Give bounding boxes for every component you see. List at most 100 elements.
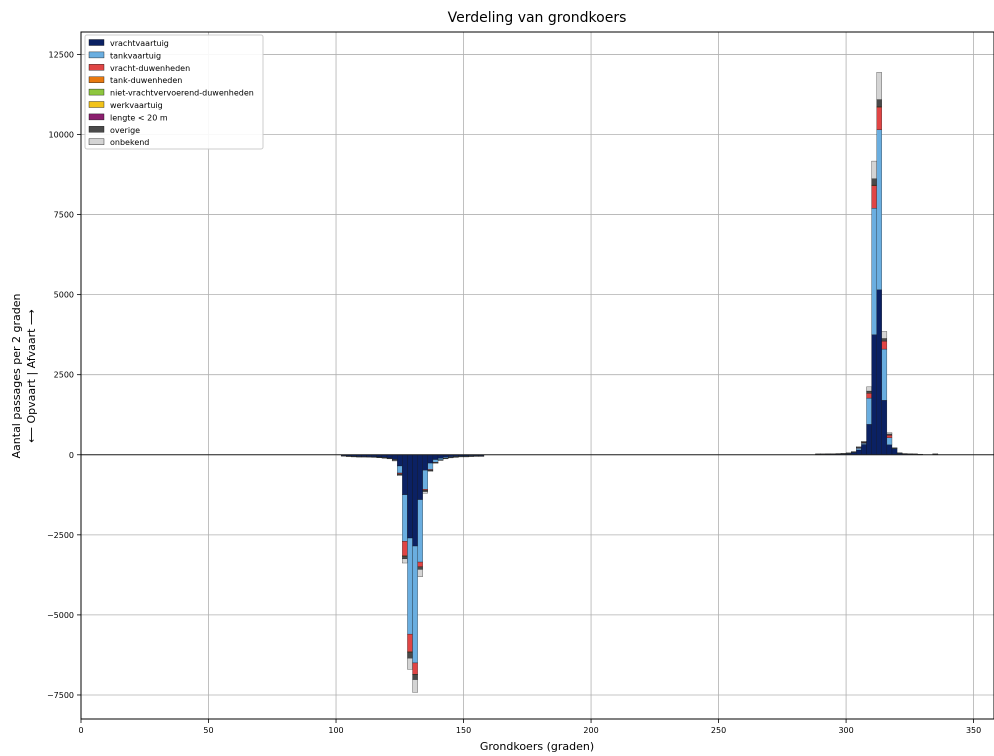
legend-swatch bbox=[88, 76, 105, 83]
bar-segment-overige bbox=[361, 456, 367, 458]
bar-segment-overige bbox=[437, 459, 444, 461]
bar-segment-overige bbox=[907, 453, 913, 455]
y-tick-label: −2500 bbox=[47, 531, 74, 540]
bar-segment-overige bbox=[840, 453, 847, 455]
legend-swatch bbox=[88, 51, 105, 59]
bar-segment-vrachtvaartuig bbox=[397, 454, 403, 467]
x-tick-label: 0 bbox=[78, 726, 83, 735]
bar-segment-overige bbox=[422, 490, 428, 492]
bar-segment-overige bbox=[830, 453, 837, 455]
legend-label: niet-vrachtvervoerend-duwenheden bbox=[110, 89, 254, 98]
bar-segment-vrachtvaartuig bbox=[871, 334, 877, 455]
bar-segment-vrachtvaartuig bbox=[876, 289, 882, 455]
y-tick-label: 10000 bbox=[49, 130, 74, 139]
legend-label: vrachtvaartuig bbox=[110, 39, 169, 48]
bar-segment-vrachtvaartuig bbox=[427, 454, 434, 464]
bar-segment-overige bbox=[376, 457, 383, 458]
bar-segment-overige bbox=[351, 456, 357, 458]
bar-segment-overige bbox=[871, 178, 877, 186]
bar-segment-vrachtvaartuig bbox=[881, 400, 888, 455]
bar-segment-onbekend bbox=[856, 446, 862, 448]
bar-segment-tankvaartuig bbox=[422, 469, 428, 490]
bar-segment-vrachtvaartuig bbox=[432, 454, 439, 460]
bar-segment-vrachtvaartuig bbox=[866, 424, 872, 455]
bar-segment-overige bbox=[386, 458, 393, 460]
bar-segment-tankvaartuig bbox=[407, 537, 413, 635]
legend-label: werkvaartuig bbox=[110, 101, 163, 110]
legend-swatch bbox=[88, 113, 105, 121]
legend-swatch bbox=[88, 88, 105, 96]
legend-box bbox=[84, 34, 264, 150]
bar-segment-vrachtvaartuig bbox=[422, 454, 428, 471]
bar-segment-onbekend bbox=[866, 386, 872, 392]
bar-segment-vrachtvaartuig bbox=[437, 454, 444, 459]
legend-label: tankvaartuig bbox=[110, 51, 161, 60]
bar-segment-onbekend bbox=[407, 657, 413, 670]
bar-segment-overige bbox=[891, 447, 898, 449]
bar-segment-vracht-duwenheden bbox=[407, 633, 413, 652]
bar-segment-onbekend bbox=[881, 331, 888, 339]
bar-segment-onbekend bbox=[876, 72, 882, 100]
bar-segment-tankvaartuig bbox=[412, 545, 418, 664]
y-tick-label: 0 bbox=[69, 451, 74, 460]
legend-swatch bbox=[88, 39, 105, 46]
bar-segment-tankvaartuig bbox=[881, 348, 888, 401]
bar-segment-overige bbox=[835, 453, 842, 455]
bar-segment-vracht-duwenheden bbox=[412, 662, 418, 675]
bar-segment-overige bbox=[902, 453, 908, 455]
bar-segment-overige bbox=[448, 457, 454, 459]
x-tick-label: 50 bbox=[203, 726, 213, 735]
bar-segment-overige bbox=[458, 456, 464, 458]
bar-segment-overige bbox=[346, 455, 352, 457]
x-axis-ticks: 0 50 100 150 200 250 300 350 bbox=[78, 719, 981, 735]
bar-segment-vracht-duwenheden bbox=[881, 340, 888, 350]
bar-segment-vracht-duwenheden bbox=[402, 541, 408, 556]
bar-segment-onbekend bbox=[397, 474, 403, 476]
y-tick-label: 12500 bbox=[49, 50, 74, 59]
bar-segment-onbekend bbox=[427, 470, 434, 472]
bar-segment-vrachtvaartuig bbox=[891, 448, 898, 455]
grid-lines bbox=[80, 32, 994, 719]
bar-segment-vracht-duwenheden bbox=[876, 107, 882, 130]
y-tick-label: 2500 bbox=[54, 371, 74, 380]
bar-segment-overige bbox=[866, 390, 872, 394]
legend-swatch bbox=[88, 138, 105, 145]
bar-segment-overige bbox=[886, 433, 893, 436]
y-tick-label: 5000 bbox=[54, 291, 74, 300]
bar-segment-overige bbox=[407, 652, 413, 659]
legend-swatch bbox=[88, 64, 105, 71]
bar-segment-overige bbox=[896, 452, 903, 454]
bar-segment-overige bbox=[340, 455, 347, 457]
y-tick-label: −7500 bbox=[47, 691, 74, 700]
bar-segment-onbekend bbox=[417, 569, 423, 577]
bar-segment-onbekend bbox=[871, 160, 877, 179]
bar-segment-vrachtvaartuig bbox=[391, 454, 398, 460]
bar-segment-onbekend bbox=[402, 558, 408, 564]
bar-segment-onbekend bbox=[422, 491, 428, 494]
bar-segment-overige bbox=[366, 456, 372, 458]
bar-segment-overige bbox=[412, 674, 418, 680]
bar-segment-overige bbox=[468, 455, 474, 457]
bar-segment-onbekend bbox=[391, 460, 398, 462]
legend-label: tank-duwenheden bbox=[110, 76, 182, 85]
bar-segment-overige bbox=[473, 455, 479, 457]
x-tick-label: 100 bbox=[328, 726, 343, 735]
bar-segment-vracht-duwenheden bbox=[417, 561, 423, 568]
bar-segment-tankvaartuig bbox=[886, 437, 893, 445]
bar-segment-vracht-duwenheden bbox=[886, 435, 893, 438]
bar-segment-vrachtvaartuig bbox=[412, 454, 418, 547]
bar-segment-vrachtvaartuig bbox=[856, 449, 862, 455]
x-tick-label: 150 bbox=[456, 726, 471, 735]
bar-segment-onbekend bbox=[432, 462, 439, 464]
bar-segment-overige bbox=[825, 453, 831, 455]
bar-segment-vrachtvaartuig bbox=[402, 454, 408, 495]
plot-frame bbox=[80, 31, 994, 720]
x-tick-label: 250 bbox=[711, 726, 726, 735]
x-tick-label: 200 bbox=[583, 726, 598, 735]
y-tick-label: −5000 bbox=[47, 611, 74, 620]
bar-segment-vracht-duwenheden bbox=[871, 185, 877, 209]
x-tick-label: 300 bbox=[838, 726, 853, 735]
bar-segment-overige bbox=[881, 338, 888, 342]
bar-segment-tankvaartuig bbox=[417, 499, 423, 563]
